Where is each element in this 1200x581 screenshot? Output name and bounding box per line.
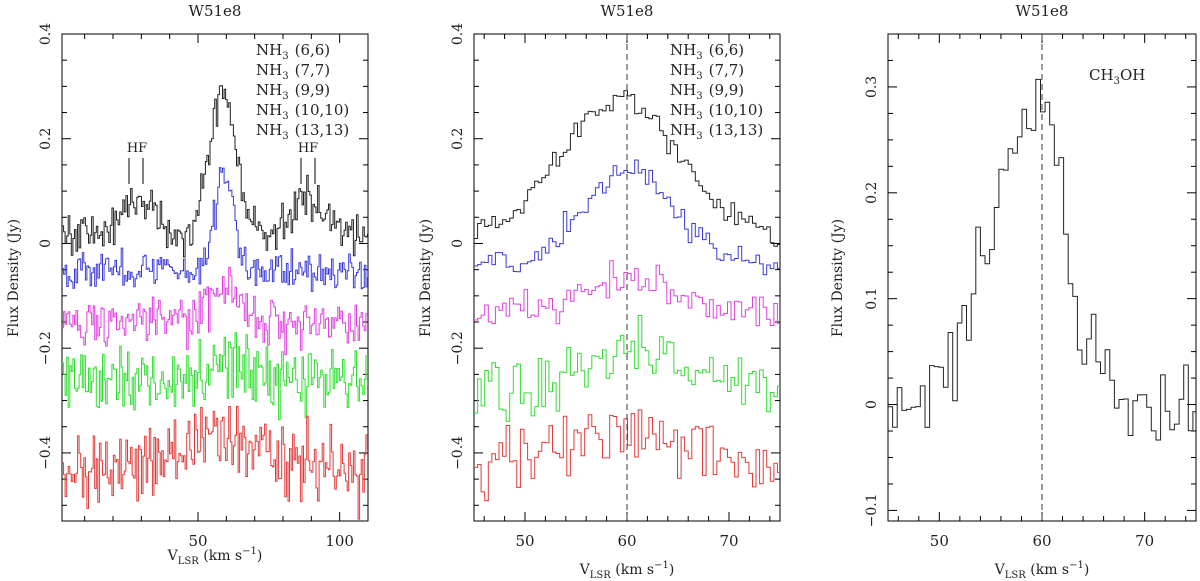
legend-entry: NH3 (10,10) [670,101,763,122]
spectrum-trace [474,159,780,276]
y-tick-label: 0.3 [864,76,880,98]
y-tick-label: −0.4 [38,436,54,470]
y-tick-label: 0 [38,239,54,248]
panel-1-ylabel: Flux Density (Jy) [6,219,22,337]
panel-3-xlabel: VLSR (km s−1) [994,560,1090,581]
legend-entry: NH3 (13,13) [670,121,763,142]
legend-entry: NH3 (6,6) [670,41,744,62]
legend-entry: NH3 (9,9) [256,81,330,102]
spectrum-trace [888,78,1196,441]
x-tick-label: 50 [515,532,534,550]
x-tick-label: 70 [1135,532,1154,550]
spectrum-trace [62,405,368,520]
y-tick-label: 0.4 [38,23,54,45]
spectrum-trace [62,85,368,258]
spectrum-trace [62,266,368,356]
y-tick-label: −0.1 [864,493,880,527]
spectrum-trace [474,260,780,327]
panel-3-ylabel: Flux Density (Jy) [830,219,846,337]
hf-label: HF [127,141,147,156]
spectrum-trace [474,90,780,247]
panel-2-title: W51e8 [601,2,654,20]
panel-3-traces [888,78,1196,441]
spectrum-trace [474,315,780,422]
y-tick-label: −0.2 [450,331,466,365]
panel-1-traces [62,85,368,520]
y-tick-label: −0.4 [450,436,466,470]
panel-2-traces [474,90,780,502]
hf-label: HF [298,141,318,156]
panel-3-axes: −0.1 0 0.1 0.2 0.3 50 60 70 [864,33,1196,550]
panel-2-ylabel: Flux Density (Jy) [418,219,434,337]
x-tick-label: 50 [188,532,207,550]
y-tick-label: 0.4 [450,23,466,45]
x-tick-label: 70 [719,532,738,550]
x-tick-label: 60 [1032,532,1051,550]
legend-entry: NH3 (9,9) [670,81,744,102]
legend-entry: NH3 (7,7) [670,61,744,82]
panel-3-species-label: CH3OH [1089,66,1145,87]
y-tick-label: 0.1 [864,288,880,310]
legend-entry: NH3 (13,13) [256,121,349,142]
panel-1-xlabel: VLSR (km s−1) [167,546,263,567]
panel-1-title: W51e8 [189,2,242,20]
legend-entry: NH3 (6,6) [256,41,330,62]
panel-3: W51e8 −0.1 0 0.1 0.2 0.3 50 60 70 Flux Density … [830,2,1197,581]
panel-2-legend: NH3 (6,6) NH3 (7,7) NH3 (9,9) NH3 (10,10) NH… [670,41,763,142]
panel-2-axes: −0.4 −0.2 0 0.2 0.4 50 60 70 [450,23,780,550]
x-tick-label: 100 [325,532,354,550]
panel-1-annotations: HF HF [127,141,318,184]
x-tick-label: 60 [617,532,636,550]
panel-3-title: W51e8 [1016,2,1069,20]
y-tick-label: −0.2 [38,331,54,365]
panel-1: W51e8 −0.4 −0.2 0 0.2 0.4 50 100 Flux Density … [6,2,369,567]
legend-entry: NH3 (10,10) [256,101,349,122]
y-tick-label: 0 [450,239,466,248]
panel-2: W51e8 −0.4 −0.2 0 0.2 0.4 50 60 70 Flux Density… [418,2,781,581]
spectrum-trace [62,332,368,421]
panel-2-xlabel: VLSR (km s−1) [579,560,675,581]
y-tick-label: 0.2 [38,128,54,150]
y-tick-label: 0.2 [450,128,466,150]
spectrum-trace [62,167,368,292]
legend-entry: NH3 (7,7) [256,61,330,82]
x-tick-label: 50 [930,532,949,550]
y-tick-label: 0.2 [864,182,880,204]
y-tick-label: 0 [864,400,880,409]
panel-1-legend: NH3 (6,6) NH3 (7,7) NH3 (9,9) NH3 (10,10) NH… [256,41,349,142]
